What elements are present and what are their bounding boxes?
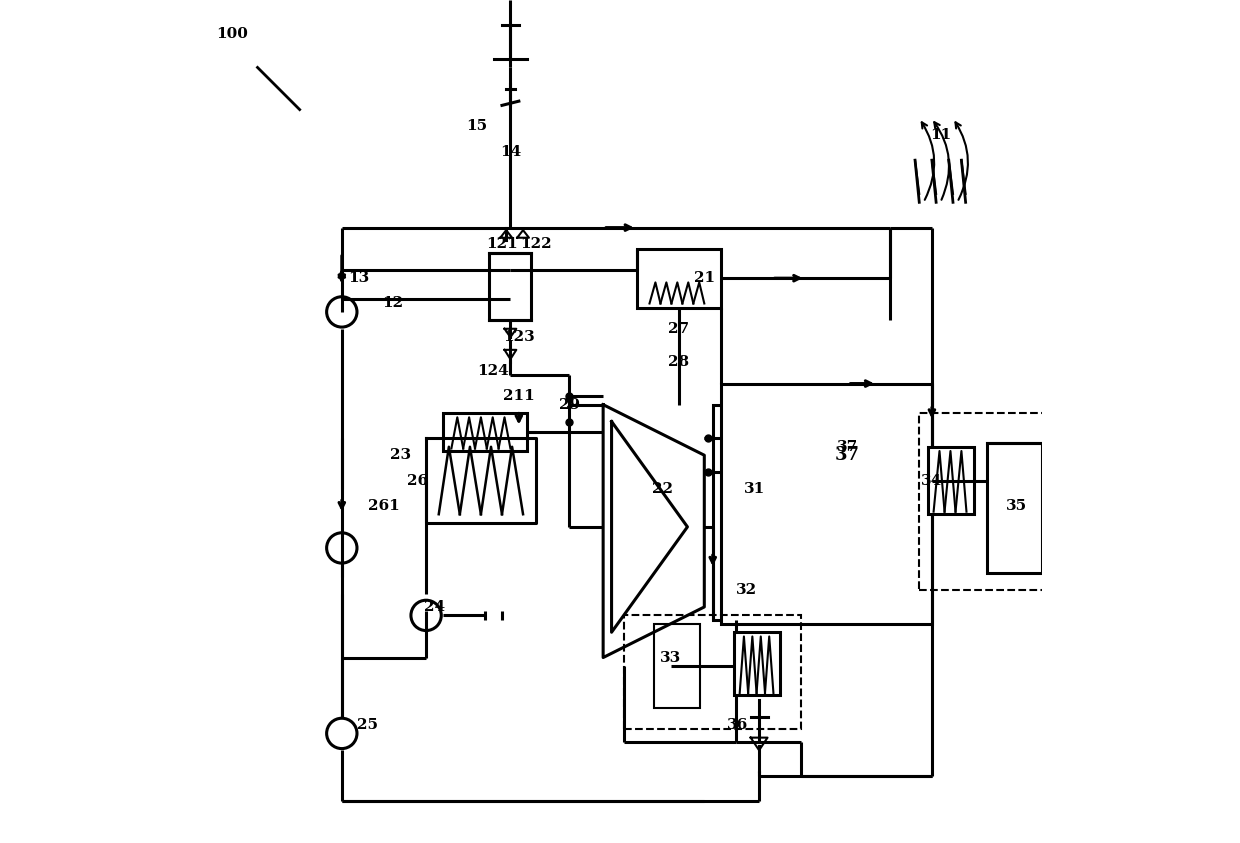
Bar	[722, 384, 932, 624]
Text: 100: 100	[216, 27, 248, 40]
Bar	[928, 447, 975, 514]
Text: 123: 123	[503, 330, 534, 344]
Text: 15: 15	[466, 120, 487, 133]
Circle shape	[326, 718, 357, 749]
Text: 22: 22	[652, 482, 672, 496]
Text: 37: 37	[837, 440, 858, 454]
Bar	[443, 413, 527, 451]
Text: 36: 36	[728, 718, 749, 732]
Text: 34: 34	[921, 474, 942, 487]
Text: 33: 33	[660, 651, 681, 664]
Text: 27: 27	[668, 322, 689, 336]
Text: 29: 29	[559, 398, 580, 411]
Text: 23: 23	[391, 448, 412, 462]
Text: 35: 35	[1006, 499, 1027, 513]
Text: 12: 12	[382, 297, 403, 310]
Bar	[637, 249, 722, 308]
Circle shape	[326, 297, 357, 327]
Text: 32: 32	[735, 583, 756, 597]
Text: 25: 25	[357, 718, 378, 732]
Bar	[490, 253, 532, 320]
Text: 11: 11	[930, 128, 951, 142]
Text: 28: 28	[668, 356, 689, 369]
Text: 24: 24	[424, 600, 445, 614]
Text: 14: 14	[500, 145, 521, 158]
Text: 31: 31	[744, 482, 765, 496]
Bar	[734, 632, 780, 695]
Text: 122: 122	[520, 238, 552, 251]
Bar	[919, 413, 1050, 590]
Text: 26: 26	[407, 474, 428, 487]
Text: 21: 21	[693, 271, 715, 285]
Bar	[624, 615, 801, 729]
Bar	[653, 624, 701, 708]
Text: 124: 124	[477, 364, 510, 378]
Bar	[987, 443, 1042, 573]
Text: 121: 121	[486, 238, 518, 251]
Text: 211: 211	[503, 389, 534, 403]
Bar	[713, 405, 755, 620]
Circle shape	[326, 533, 357, 563]
Text: 261: 261	[368, 499, 399, 513]
Bar	[789, 426, 906, 485]
Circle shape	[410, 600, 441, 631]
Text: 37: 37	[835, 446, 861, 464]
Text: 13: 13	[348, 271, 370, 285]
